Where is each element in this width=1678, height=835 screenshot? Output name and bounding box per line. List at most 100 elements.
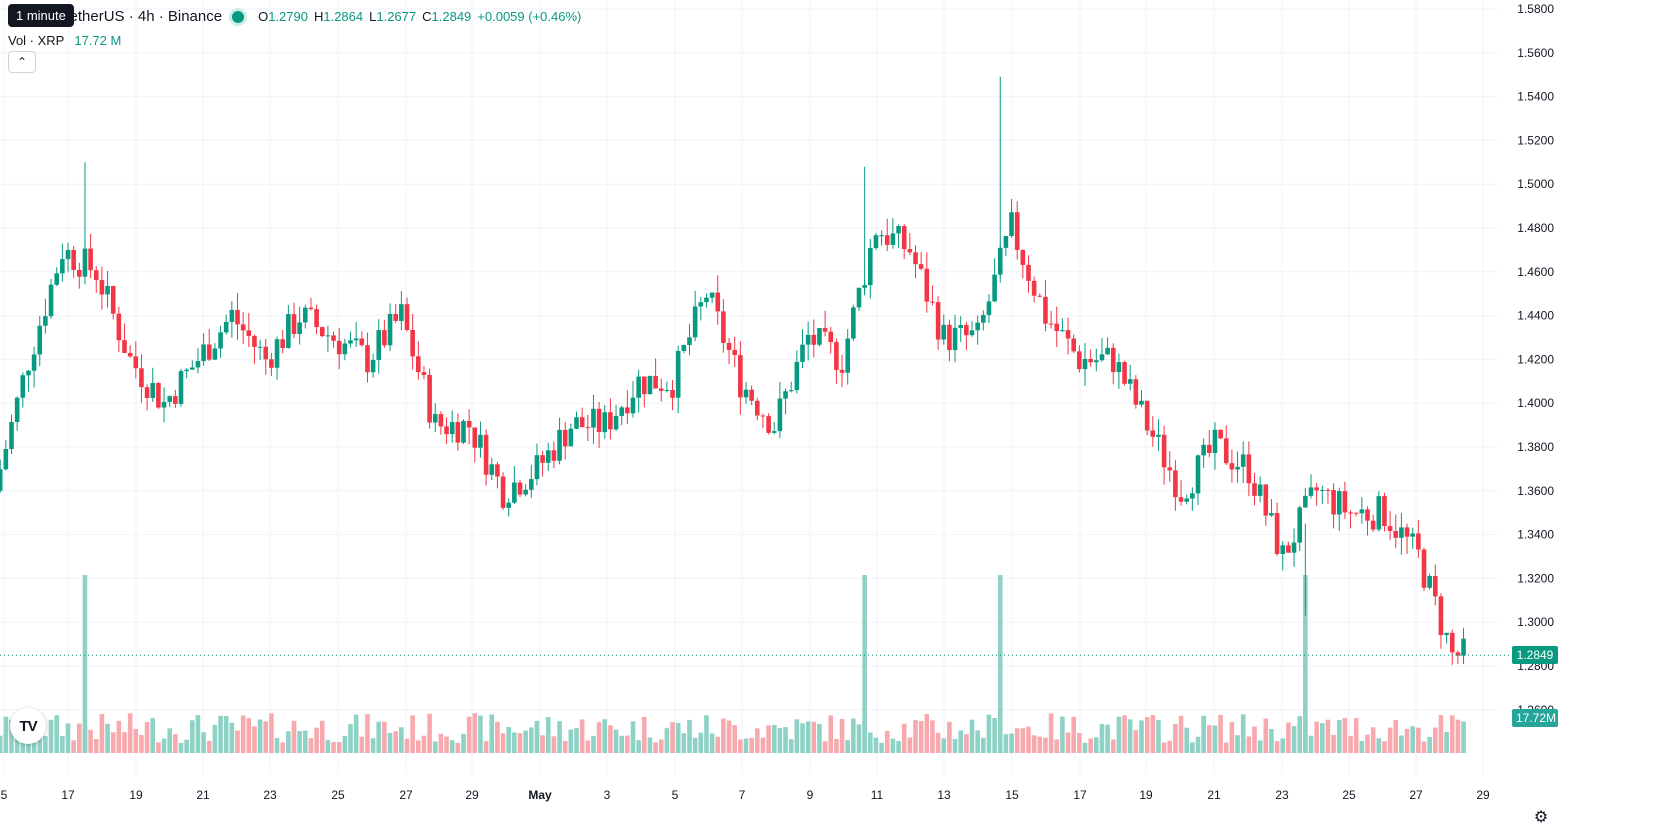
- volume-bar: [986, 714, 992, 753]
- volume-bar: [698, 732, 704, 753]
- candle-body: [1246, 454, 1252, 484]
- candle-body: [828, 331, 834, 343]
- volume-bar: [1438, 715, 1444, 753]
- volume-bar: [246, 718, 252, 753]
- volume-bar: [749, 738, 754, 753]
- volume-bar: [619, 735, 624, 753]
- volume-bar: [1116, 716, 1122, 753]
- low-label: L: [369, 9, 377, 24]
- candle-body: [99, 280, 105, 295]
- candle-body: [223, 321, 229, 333]
- candle-body: [1308, 487, 1314, 496]
- volume-bar: [1393, 720, 1399, 753]
- candle-body: [901, 226, 907, 250]
- volume-bar: [856, 724, 862, 753]
- candle-body: [947, 324, 952, 351]
- volume-bar: [201, 732, 206, 753]
- candle-body: [1331, 490, 1336, 515]
- candle-body: [822, 328, 828, 332]
- volume-bar: [1410, 726, 1415, 753]
- time-tick-label: 29: [465, 788, 479, 802]
- volume-bar: [1065, 732, 1071, 753]
- candle-body: [1014, 212, 1020, 250]
- candle-body: [139, 368, 144, 388]
- candle-body: [93, 270, 99, 281]
- volume-bar: [427, 713, 432, 753]
- candle-body: [1082, 358, 1088, 370]
- volume-bar: [755, 728, 760, 753]
- volume-bar: [212, 724, 218, 753]
- volume-bar: [591, 736, 596, 753]
- volume-bar: [709, 733, 715, 753]
- candle-body: [1342, 491, 1348, 513]
- volume-bar: [839, 718, 845, 753]
- volume-bar: [1218, 714, 1223, 753]
- time-tick-label: May: [528, 788, 552, 802]
- volume-bar: [359, 736, 365, 753]
- volume-bar: [930, 720, 935, 753]
- volume-bar: [353, 714, 359, 753]
- volume-bar: [545, 717, 551, 753]
- candle-body: [1133, 379, 1139, 405]
- volume-bar: [585, 740, 591, 753]
- candle-body: [1156, 434, 1161, 437]
- volume-bar: [478, 715, 483, 753]
- volume-bar: [670, 722, 675, 753]
- collapse-legend-button[interactable]: ⌃: [8, 51, 36, 73]
- volume-bar: [952, 738, 958, 753]
- price-tick-label: 1.3600: [1517, 484, 1554, 498]
- gear-icon[interactable]: ⚙: [1533, 809, 1549, 826]
- candle-body: [591, 408, 596, 428]
- market-status-icon[interactable]: [232, 10, 245, 23]
- candle-body: [1353, 512, 1359, 514]
- candle-body: [1173, 470, 1178, 498]
- volume-bar: [303, 730, 308, 753]
- symbol-title[interactable]: TetherUS · 4h · Binance: [62, 8, 223, 25]
- candle-body: [839, 369, 845, 373]
- candle-body: [291, 314, 297, 334]
- volume-bar: [195, 715, 201, 753]
- candle-body: [834, 342, 839, 370]
- candle-body: [625, 407, 630, 414]
- candle-body: [856, 287, 862, 308]
- volume-bar: [794, 719, 800, 753]
- volume-bar: [868, 732, 873, 753]
- candle-body: [1161, 434, 1167, 468]
- volume-bar: [3, 716, 9, 753]
- volume-bar: [642, 716, 647, 753]
- volume-bar: [958, 730, 963, 753]
- volume-bar: [325, 739, 331, 753]
- candle-body: [184, 369, 189, 372]
- candle-body: [1455, 652, 1461, 656]
- candle-body: [133, 356, 139, 369]
- volume-bar: [1370, 727, 1376, 753]
- volume-bar: [675, 723, 681, 753]
- volume-bar: [336, 742, 342, 753]
- candle-body: [0, 469, 3, 491]
- price-tick-label: 1.4600: [1517, 265, 1554, 279]
- volume-legend[interactable]: Vol · XRP 17.72 M: [8, 33, 121, 48]
- candle-body: [286, 314, 291, 349]
- candle-body: [110, 286, 116, 314]
- candle-body: [608, 412, 613, 430]
- candle-body: [60, 259, 65, 274]
- volume-bar: [410, 715, 415, 753]
- tradingview-logo[interactable]: TV: [10, 708, 46, 744]
- candle-body: [427, 374, 432, 423]
- volume-bar: [1235, 735, 1240, 753]
- candle-body: [523, 489, 528, 495]
- candle-body: [879, 235, 884, 237]
- volume-bar: [1110, 739, 1116, 753]
- candle-body: [1223, 438, 1229, 464]
- volume-bar: [43, 736, 48, 753]
- candle-body: [376, 330, 382, 360]
- volume-bar: [1014, 728, 1020, 753]
- volume-bar: [291, 720, 297, 753]
- volume-bar: [1088, 738, 1093, 753]
- volume-bar: [913, 720, 918, 753]
- candle-body: [1071, 338, 1076, 352]
- candle-body: [896, 226, 901, 234]
- volume-bar: [190, 720, 195, 753]
- volume-bar: [687, 719, 692, 753]
